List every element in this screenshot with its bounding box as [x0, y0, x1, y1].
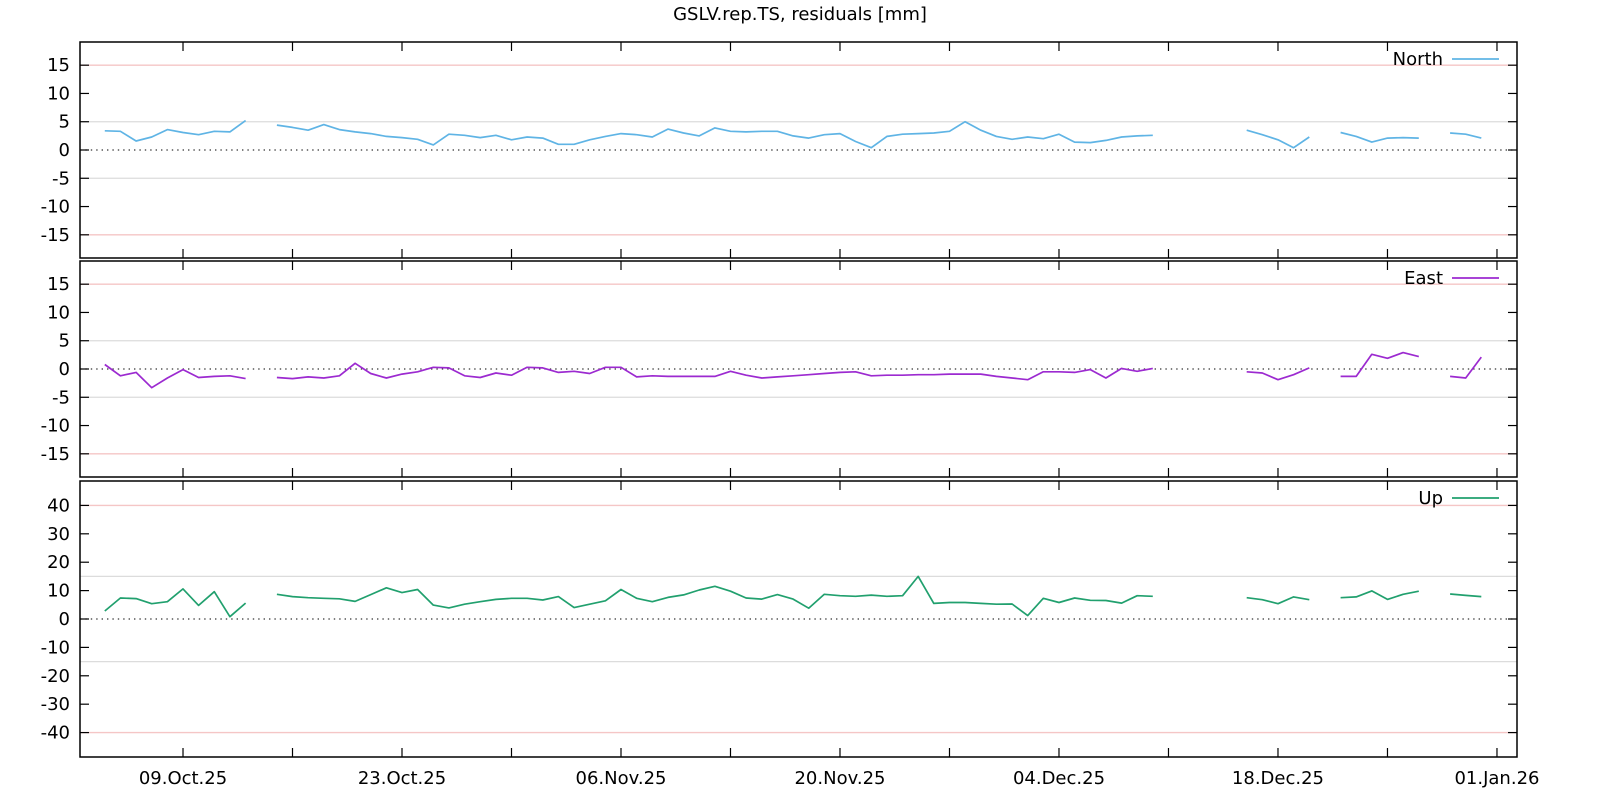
legend-label-north: North [1393, 49, 1443, 70]
east-series-line [1340, 351, 1420, 378]
y-tick-label: -20 [41, 666, 70, 687]
east-series-line [104, 363, 246, 389]
y-tick-label: 30 [47, 524, 70, 545]
north-series-line [104, 119, 247, 142]
y-tick-label: 15 [47, 274, 70, 295]
y-tick-label: 10 [47, 302, 70, 323]
x-tick-label: 20.Nov.25 [794, 768, 885, 789]
x-tick-label: 09.Oct.25 [139, 768, 227, 789]
x-tick-label: 01.Jan.26 [1454, 768, 1539, 789]
x-tick-label: 18.Dec.25 [1232, 768, 1324, 789]
x-tick-label: 04.Dec.25 [1013, 768, 1105, 789]
x-tick-label: 23.Oct.25 [358, 768, 446, 789]
y-tick-label: -15 [41, 225, 70, 246]
y-tick-label: 0 [59, 359, 70, 380]
north-series-line [1450, 132, 1482, 139]
up-series-line [1246, 596, 1310, 605]
north-series-line [1340, 131, 1419, 143]
y-tick-label: 0 [59, 140, 70, 161]
y-tick-label: -10 [41, 637, 70, 658]
y-tick-label: -10 [41, 197, 70, 218]
y-tick-label: 5 [59, 112, 70, 133]
y-tick-label: 10 [47, 581, 70, 602]
y-tick-label: 15 [47, 55, 70, 76]
y-tick-label: -10 [41, 416, 70, 437]
up-series-line [276, 575, 1153, 617]
y-tick-label: 0 [59, 609, 70, 630]
x-tick-label: 06.Nov.25 [576, 768, 667, 789]
chart-title: GSLV.rep.TS, residuals [mm] [673, 4, 927, 25]
y-tick-label: 40 [47, 495, 70, 516]
y-tick-label: 20 [47, 552, 70, 573]
north-series-line [1246, 129, 1310, 149]
y-tick-label: -5 [52, 387, 70, 408]
y-tick-label: -15 [41, 444, 70, 465]
east-series-line [1450, 356, 1482, 379]
y-tick-label: -40 [41, 723, 70, 744]
y-tick-label: -30 [41, 694, 70, 715]
up-series-line [1340, 590, 1419, 601]
y-tick-label: 5 [59, 331, 70, 352]
panel-up: 40 30 20 10 0 -10 -20 -30 -40 Up [41, 480, 1518, 758]
east-series-line [1246, 367, 1310, 381]
up-series-line [104, 588, 247, 618]
legend-label-up: Up [1418, 488, 1443, 509]
y-tick-label: 10 [47, 83, 70, 104]
east-series-line [276, 362, 1153, 381]
up-series-line [1450, 593, 1482, 598]
north-series-line [276, 120, 1153, 149]
legend-label-east: East [1404, 268, 1443, 289]
y-tick-label: -5 [52, 168, 70, 189]
panel-east: 15 10 5 0 -5 -10 -15 East [41, 260, 1518, 478]
panel-north: 15 10 5 0 -5 -10 -15 North [41, 41, 1518, 259]
